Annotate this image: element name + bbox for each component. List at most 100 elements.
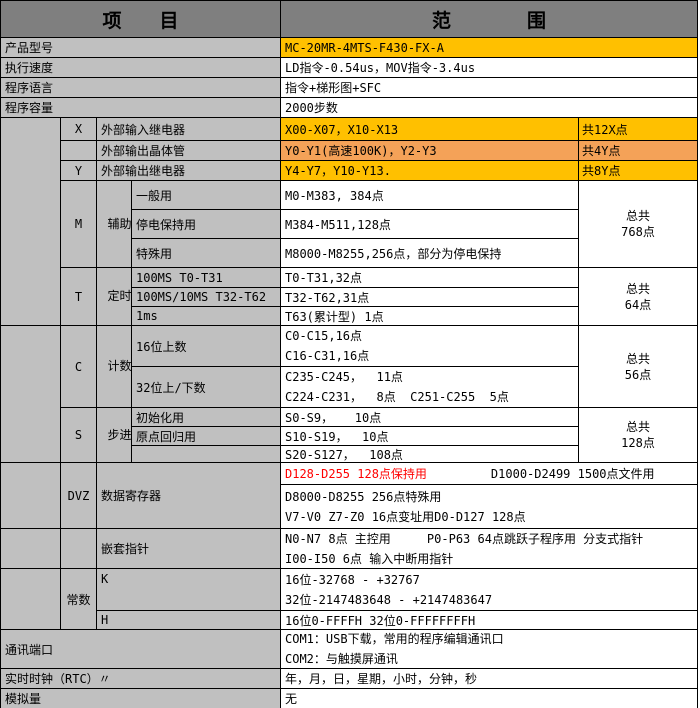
dvz-special-text: D8000-D8255 256点特殊用 (285, 489, 442, 504)
t-group-label: 定时器 (97, 268, 132, 326)
m-group-label: 辅助继电器 (97, 181, 132, 268)
pointer-label: 嵌套指针 (97, 529, 281, 569)
constants-k-label: K (97, 569, 281, 611)
c-group-text: 计数器 (107, 359, 132, 373)
x-label: 外部输入继电器 (97, 118, 281, 141)
y-count: 共8Y点 (579, 161, 698, 181)
spacer-cell (1, 529, 61, 569)
y-value: Y4-Y7，Y10-Y13. (281, 161, 579, 181)
k-16bit-range: 16位-32768 - +32767 (285, 572, 420, 587)
s-group-text: 步进点 (107, 427, 132, 442)
t-row-label: 100MS/10MS T32-T62 (132, 288, 281, 307)
c-row-value: C235-C245， 11点 C224-C231， 8点 C251-C255 5… (281, 367, 579, 408)
c-group-label: 计数器 (97, 326, 132, 408)
transistor-code (61, 141, 97, 161)
pointer-line1: N0-N7 8点 主控用 P0-P63 64点跳跃子程序用 分支式指针 (285, 531, 644, 546)
t-row-label: 1ms (132, 307, 281, 326)
c-row-value: C0-C15,16点 C16-C31,16点 (281, 326, 579, 367)
pointer-value: N0-N7 8点 主控用 P0-P63 64点跳跃子程序用 分支式指针 I00-… (281, 529, 698, 569)
analog-value: 无 (281, 689, 698, 708)
language-value: 指令+梯形图+SFC (281, 78, 698, 98)
m-row-label: 特殊用 (132, 239, 281, 268)
comm-line1: COM1：USB下载，常用的程序编辑通讯口 (285, 632, 504, 646)
x-value: X00-X07，X10-X13 (281, 118, 579, 141)
spacer-cell (1, 118, 61, 326)
header-range: 范 围 (281, 1, 698, 38)
transistor-count: 共4Y点 (579, 141, 698, 161)
s-code: S (61, 408, 97, 463)
c-value-line: C0-C15,16点 (285, 329, 363, 343)
s-total: 总共 128点 (579, 408, 698, 463)
spacer-cell (1, 463, 61, 529)
exec-speed-label: 执行速度 (1, 58, 281, 78)
c-code: C (61, 326, 97, 408)
m-row-value: M8000-M8255,256点，部分为停电保持 (281, 239, 579, 268)
dvz-code: DVZ (61, 463, 97, 529)
comm-value: COM1：USB下载，常用的程序编辑通讯口 COM2：与触摸屏通讯 (281, 630, 698, 669)
s-row-label (132, 446, 281, 463)
c-total-line1: 总共 (625, 351, 650, 366)
dvz-file-text: D1000-D2499 1500点文件用 (490, 467, 655, 481)
constants-code: 常数 (61, 569, 97, 630)
x-code: X (61, 118, 97, 141)
exec-speed-value: LD指令-0.54us，MOV指令-3.4us (281, 58, 698, 78)
s-row-value: S10-S19， 10点 (281, 427, 579, 446)
c-row-label: 16位上数 (132, 326, 281, 367)
s-row-value: S0-S9， 10点 (281, 408, 579, 427)
t-row-value: T0-T31,32点 (281, 268, 579, 288)
m-group-text: 辅助继电器 (107, 216, 132, 231)
transistor-label: 外部输出晶体管 (97, 141, 281, 161)
m-total: 总共 768点 (579, 181, 698, 268)
m-row-value: M0-M383, 384点 (281, 181, 579, 210)
t-total-line1: 总共 (625, 281, 650, 296)
rtc-label: 实时时钟（RTC）〃 (1, 669, 281, 689)
capacity-label: 程序容量 (1, 98, 281, 118)
dvz-index-text: V7-V0 Z7-Z0 16点变址用D0-D127 128点 (285, 509, 526, 524)
t-row-value: T63(累计型) 1点 (281, 307, 579, 326)
m-row-label: 一般用 (132, 181, 281, 210)
product-model-label: 产品型号 (1, 38, 281, 58)
pointer-line2: I00-I50 6点 输入中断用指针 (285, 551, 454, 566)
pointer-code-empty (61, 529, 97, 569)
s-total-line2: 128点 (621, 436, 655, 450)
t-total: 总共 64点 (579, 268, 698, 326)
c-value-line: C16-C31,16点 (285, 349, 370, 363)
m-total-line1: 总共 (625, 209, 650, 223)
constants-h-label: H (97, 611, 281, 630)
s-total-line1: 总共 (625, 420, 650, 434)
comm-line2: COM2：与触摸屏通讯 (285, 652, 398, 666)
x-count: 共12X点 (579, 118, 698, 141)
t-code: T (61, 268, 97, 326)
c-value-line: C224-C231， 8点 C251-C255 5点 (285, 390, 509, 404)
c-total-line2: 56点 (624, 367, 652, 382)
y-code: Y (61, 161, 97, 181)
m-code: M (61, 181, 97, 268)
capacity-value: 2000步数 (281, 98, 698, 118)
m-row-value: M384-M511,128点 (281, 210, 579, 239)
transistor-value: Y0-Y1(高速100K)，Y2-Y3 (281, 141, 579, 161)
m-row-label: 停电保持用 (132, 210, 281, 239)
c-total: 总共 56点 (579, 326, 698, 408)
analog-label: 模拟量 (1, 689, 281, 708)
language-label: 程序语言 (1, 78, 281, 98)
dvz-value-row1: D128-D255 128点保持用 D1000-D2499 1500点文件用 (281, 463, 698, 485)
spacer-cell (1, 326, 61, 463)
s-row-label: 原点回归用 (132, 427, 281, 446)
s-group-label: 步进点 (97, 408, 132, 463)
t-row-label: 100MS T0-T31 (132, 268, 281, 288)
m-total-line2: 768点 (621, 225, 655, 239)
y-label: 外部输出继电器 (97, 161, 281, 181)
t-row-value: T32-T62,31点 (281, 288, 579, 307)
spacer-cell (1, 569, 61, 630)
c-row-label: 32位上/下数 (132, 367, 281, 408)
s-row-label: 初始化用 (132, 408, 281, 427)
dvz-value-row2: D8000-D8255 256点特殊用 V7-V0 Z7-Z0 16点变址用D0… (281, 485, 698, 529)
constants-h-value: 16位0-FFFFH 32位0-FFFFFFFFH (281, 611, 698, 630)
constants-k-value: 16位-32768 - +32767 32位-2147483648 - +214… (281, 569, 698, 611)
dvz-label: 数据寄存器 (97, 463, 281, 529)
s-row-value: S20-S127， 108点 (281, 446, 579, 463)
rtc-value: 年，月，日，星期，小时，分钟，秒 (281, 669, 698, 689)
t-group-text: 定时器 (107, 289, 132, 303)
dvz-retentive-text: D128-D255 128点保持用 (285, 467, 427, 481)
